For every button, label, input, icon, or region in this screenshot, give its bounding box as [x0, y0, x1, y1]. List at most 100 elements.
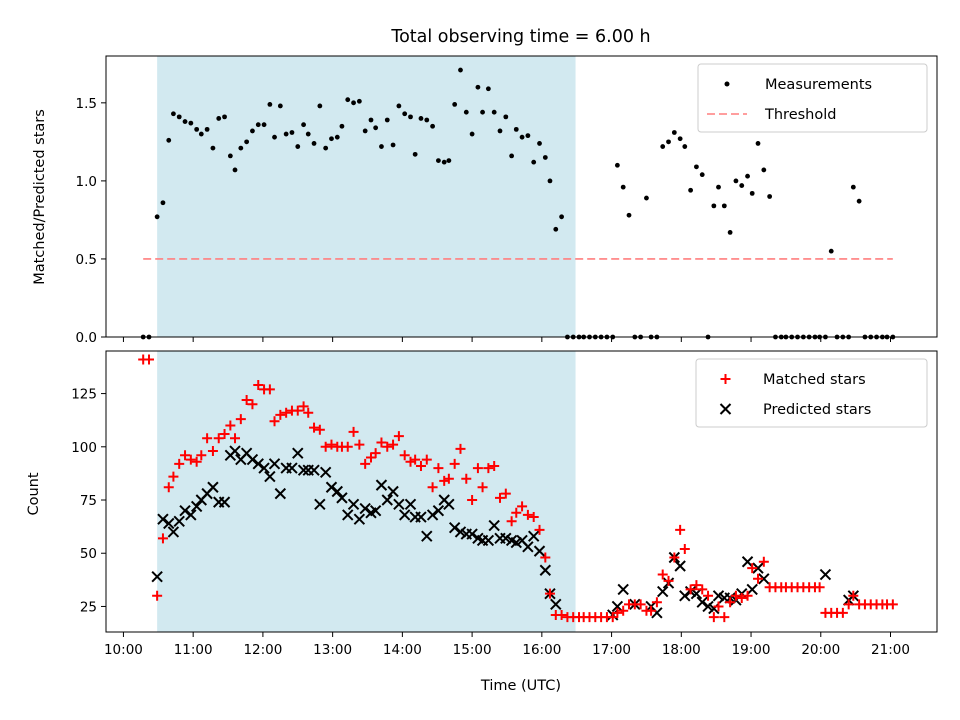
measurement-point [614, 162, 620, 168]
predicted-star-point [369, 504, 382, 517]
x-tick-label: 17:00 [592, 642, 631, 658]
predicted-star-point [679, 590, 691, 602]
matched-star-point [433, 463, 444, 474]
matched-star-point [646, 605, 657, 616]
measurement-point [620, 184, 626, 190]
measurement-point [317, 103, 323, 109]
matched-star-point [663, 575, 674, 586]
measurement-point [475, 84, 481, 90]
measurement-point [232, 167, 238, 173]
bottom-legend-box [695, 358, 928, 428]
predicted-star-point [163, 517, 175, 530]
measurement-point [402, 111, 408, 117]
matched-star-point [354, 439, 365, 450]
predicted-star-point [448, 521, 461, 534]
x-tick-label: 12:00 [243, 642, 282, 658]
bottom-x-axis: 10:00 11:00 12:00 13:00 14:00 15:00 16:00 17:00… [104, 632, 910, 658]
measurement-point [295, 144, 301, 149]
matched-star-point [405, 456, 416, 467]
predicted-star-point [185, 509, 197, 521]
measurement-point [267, 101, 273, 107]
predicted-star-point [246, 453, 259, 466]
matched-star-point [618, 605, 629, 616]
legend-matched-label: Matched stars [763, 372, 866, 388]
matched-star-point [685, 584, 696, 595]
measurement-point [513, 126, 519, 132]
measurement-point [277, 103, 283, 109]
matched-star-point [309, 422, 320, 433]
matched-star-point [298, 401, 309, 412]
matched-stars-points [138, 354, 898, 623]
matched-star-point [657, 569, 668, 580]
predicted-star-point [190, 500, 203, 513]
measurement-point [261, 122, 267, 128]
matched-star-point [303, 407, 314, 418]
measurement-point [559, 214, 564, 220]
top-plot-frame [105, 55, 938, 338]
measurement-point [767, 194, 773, 199]
x-tick-label: 16:00 [522, 642, 561, 658]
matched-star-point [713, 601, 724, 612]
measurement-point [469, 131, 475, 137]
predicted-star-point [432, 504, 445, 517]
top-panel: 0.0 0.5 1.0 1.5 Matched/Predicted stars Mea… [32, 55, 938, 346]
matched-star-point [370, 448, 381, 459]
predicted-star-point [415, 511, 427, 523]
predicted-star-point [421, 530, 433, 542]
predicted-star-point [674, 560, 686, 572]
top-y-tick-label: 1.5 [76, 96, 97, 112]
predicted-star-point [151, 570, 163, 583]
measurement-point [441, 159, 447, 165]
predicted-star-point [359, 502, 371, 515]
matched-star-point [421, 454, 432, 465]
predicted-star-point [331, 485, 343, 498]
measurement-point [244, 139, 250, 145]
matched-star-point [703, 590, 714, 601]
matched-star-point [669, 552, 680, 563]
predicted-star-point [207, 481, 219, 493]
predicted-star-point [533, 545, 546, 557]
predicted-star-point [342, 509, 354, 521]
matched-star-point [157, 533, 168, 544]
matched-star-point [753, 573, 764, 584]
matched-star-point [393, 431, 404, 442]
matched-star-point [241, 394, 252, 405]
matched-star-point [281, 407, 292, 418]
predicted-star-point [746, 583, 758, 596]
measurement-point [480, 109, 485, 115]
matched-star-point [843, 599, 854, 610]
matched-star-point [489, 460, 500, 471]
predicted-star-point [336, 492, 348, 504]
measurement-point [238, 145, 244, 151]
measurement-point [537, 141, 542, 146]
measurement-point [396, 103, 402, 109]
x-tick-label: 10:00 [104, 642, 143, 658]
predicted-star-point [398, 509, 411, 521]
predicted-star-point [353, 513, 366, 525]
measurement-point [210, 145, 216, 151]
predicted-star-point [325, 481, 338, 493]
matched-star-point [758, 556, 769, 567]
measurement-point [424, 117, 430, 123]
matched-star-point [887, 599, 898, 610]
matched-star-point [235, 414, 246, 425]
measurement-point [542, 155, 548, 160]
measurement-point [198, 131, 204, 137]
predicted-star-point [393, 498, 405, 510]
matched-star-point [528, 512, 539, 523]
matched-star-point [360, 458, 371, 469]
measurement-point [721, 203, 727, 209]
matched-star-point [144, 354, 155, 365]
matched-star-point [292, 405, 303, 416]
matched-star-point [534, 524, 545, 535]
matched-star-point [651, 597, 662, 608]
predicted-star-point [173, 515, 185, 528]
matched-star-point [742, 590, 753, 601]
matched-star-point [202, 433, 213, 444]
predicted-star-point [274, 487, 287, 500]
matched-star-point [439, 475, 450, 486]
top-legend: Measurements Threshold [697, 63, 928, 133]
matched-star-point [814, 582, 825, 593]
matched-star-point [253, 380, 264, 391]
measurement-point [418, 116, 424, 121]
